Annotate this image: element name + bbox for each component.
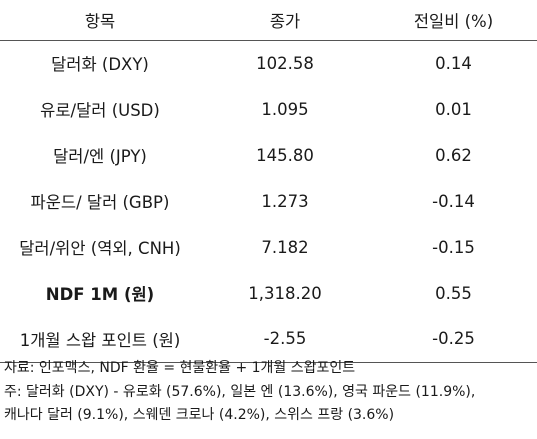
- row-name: 파운드/ 달러 (GBP): [30, 193, 170, 212]
- row-change: 0.01: [435, 99, 472, 119]
- table-row: 파운드/ 달러 (GBP) 1.273 -0.14: [0, 178, 537, 224]
- row-close: 1.095: [261, 99, 309, 119]
- table-row: 1개월 스왑 포인트 (원) -2.55 -0.25: [0, 316, 537, 363]
- row-name: 달러화 (DXY): [51, 55, 149, 75]
- row-close: -2.55: [200, 316, 370, 363]
- composition-note-line-1: 주: 달러화 (DXY) - 유로화 (57.6%), 일본 엔 (13.6%)…: [4, 383, 476, 400]
- row-name: NDF 1M (원): [45, 285, 155, 304]
- row-close: 1,318.20: [248, 283, 322, 303]
- row-close: 1.273: [261, 191, 309, 211]
- footnotes: 자료: 인포맥스, NDF 환율 = 현물환율 + 1개월 스왑포인트 주: 달…: [4, 357, 534, 428]
- row-change: -0.15: [432, 237, 475, 257]
- table-row: 달러/위안 (역외, CNH) 7.182 -0.15: [0, 224, 537, 270]
- row-change: 0.62: [435, 145, 472, 165]
- row-change: -0.14: [432, 191, 475, 211]
- row-change: 0.55: [435, 283, 472, 303]
- row-close: 102.58: [256, 53, 314, 73]
- table-row: 유로/달러 (USD) 1.095 0.01: [0, 86, 537, 132]
- row-name: 유로/달러 (USD): [40, 101, 160, 120]
- header-item: 항목: [0, 0, 200, 41]
- header-close: 종가: [200, 0, 370, 41]
- row-name: 달러/엔 (JPY): [53, 147, 147, 166]
- row-close: 7.182: [261, 237, 309, 257]
- header-change: 전일비 (%): [370, 0, 537, 41]
- table-row: NDF 1M (원) 1,318.20 0.55: [0, 270, 537, 316]
- fx-table: 항목 종가 전일비 (%) 달러화 (DXY) 102.58 0.14 유로/달러 (…: [0, 0, 537, 363]
- table-row: 달러/엔 (JPY) 145.80 0.62: [0, 132, 537, 178]
- row-name: 달러/위안 (역외, CNH): [19, 239, 181, 258]
- table-row: 달러화 (DXY) 102.58 0.14: [0, 40, 537, 86]
- composition-note-line-2: 캐나다 달러 (9.1%), 스웨덴 크로나 (4.2%), 스위스 프랑 (3…: [4, 407, 395, 423]
- row-change: -0.25: [370, 316, 537, 363]
- table-header-row: 항목 종가 전일비 (%): [0, 0, 537, 41]
- row-close: 145.80: [256, 145, 314, 165]
- row-change: 0.14: [435, 53, 472, 73]
- table-body: 달러화 (DXY) 102.58 0.14 유로/달러 (USD) 1.095 0.01 달…: [0, 40, 537, 363]
- row-name: 1개월 스왑 포인트 (원): [0, 316, 200, 363]
- source-note: 자료: 인포맥스, NDF 환율 = 현물환율 + 1개월 스왑포인트: [4, 360, 356, 376]
